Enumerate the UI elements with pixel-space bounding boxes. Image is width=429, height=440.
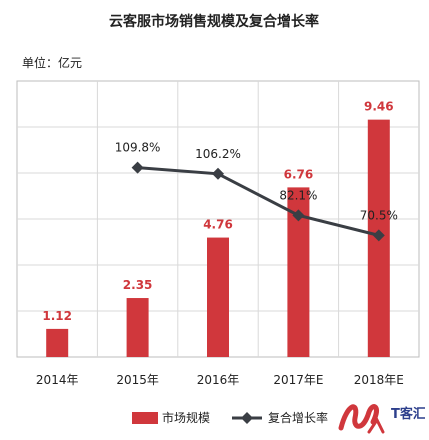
line-point-marker <box>131 161 144 174</box>
legend: 市场规模 复合增长率 <box>132 410 328 425</box>
bar-series: 1.12 2.35 4.76 6.76 9.46 <box>42 100 394 357</box>
bar-value-label: 6.76 <box>284 167 314 181</box>
legend-line-marker <box>241 412 253 424</box>
x-axis: 2014年 2015年 2016年 2017年E 2018年E <box>36 373 404 387</box>
legend-line-label: 复合增长率 <box>268 410 328 425</box>
legend-bar-label: 市场规模 <box>162 410 210 425</box>
line-point-marker <box>292 209 305 222</box>
bar <box>287 187 310 357</box>
line-value-label: 82.1% <box>279 188 317 202</box>
line-point-marker <box>212 167 224 180</box>
bar-value-label: 1.12 <box>42 309 72 323</box>
line-value-label: 109.8% <box>115 141 161 155</box>
line-series: 109.8% 106.2% 82.1% 70.5% <box>115 141 398 242</box>
legend-bar-swatch <box>132 412 158 424</box>
line-value-label: 70.5% <box>360 208 398 222</box>
bar-value-label: 4.76 <box>203 218 233 232</box>
x-tick-label: 2014年 <box>36 373 79 387</box>
x-tick-label: 2016年 <box>197 373 240 387</box>
bar <box>126 298 149 357</box>
bar <box>207 237 229 357</box>
bar-value-label: 9.46 <box>364 100 394 114</box>
watermark-text: T客汇 <box>391 406 425 422</box>
bar-value-label: 2.35 <box>123 278 153 292</box>
x-tick-label: 2015年 <box>116 373 159 387</box>
x-tick-label: 2018年E <box>354 373 404 387</box>
x-tick-label: 2017年E <box>273 373 323 387</box>
line-point-marker <box>372 229 385 242</box>
unit-label: 单位：亿元 <box>22 55 82 70</box>
growth-line <box>137 166 380 237</box>
bar <box>46 328 69 357</box>
line-value-label: 106.2% <box>195 147 241 161</box>
chart-title: 云客服市场销售规模及复合增长率 <box>109 13 319 30</box>
watermark-logo-icon: T客汇 <box>338 404 425 434</box>
